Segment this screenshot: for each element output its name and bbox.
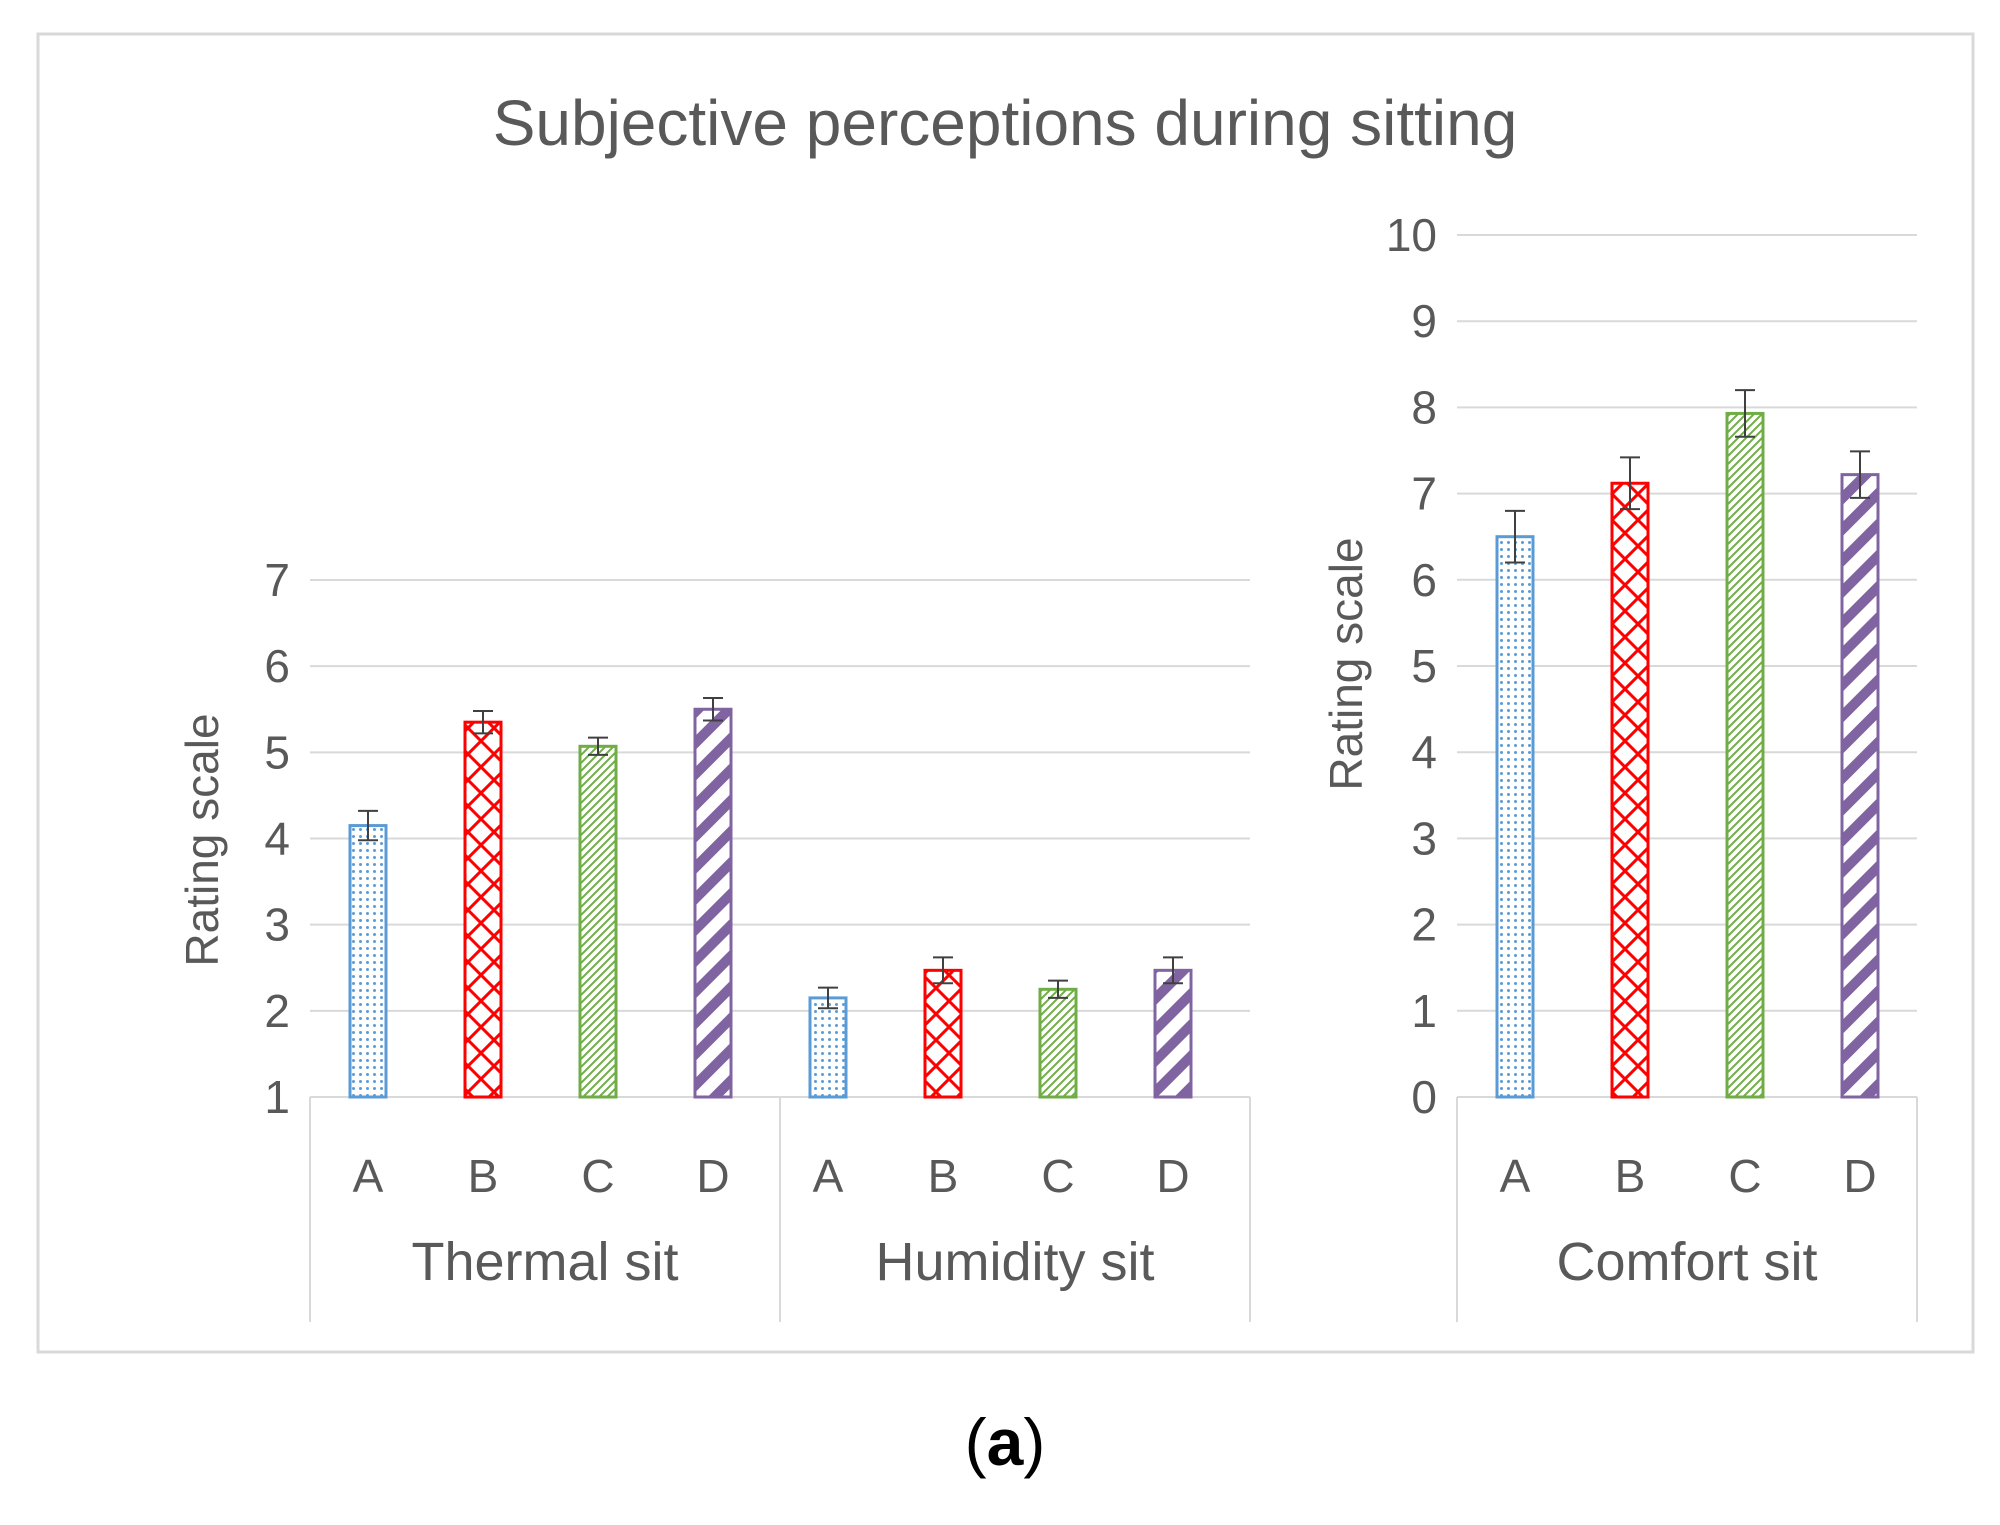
right-y-tick-label: 5 bbox=[1411, 640, 1437, 692]
left-category-label: C bbox=[1041, 1150, 1074, 1202]
right-y-tick-label: 9 bbox=[1411, 295, 1437, 347]
left-category-label: C bbox=[581, 1150, 614, 1202]
right-y-tick-label: 6 bbox=[1411, 554, 1437, 606]
left-group-label: Thermal sit bbox=[411, 1232, 678, 1292]
right-y-tick-label: 2 bbox=[1411, 899, 1437, 951]
left-category-label: D bbox=[696, 1150, 729, 1202]
right-bar-comfort-sit-a bbox=[1495, 535, 1535, 1099]
right-category-label: C bbox=[1728, 1150, 1761, 1202]
left-group-label: Humidity sit bbox=[875, 1232, 1154, 1292]
chart-title: Subjective perceptions during sitting bbox=[493, 87, 1518, 159]
left-y-tick-label: 3 bbox=[264, 899, 290, 951]
right-y-axis-title: Rating scale bbox=[1320, 537, 1372, 790]
left-bar-thermal-sit-b bbox=[463, 720, 503, 1099]
left-y-tick-label: 2 bbox=[264, 985, 290, 1037]
right-y-tick-label: 4 bbox=[1411, 726, 1437, 778]
caption-close-paren: ) bbox=[1023, 1405, 1045, 1479]
left-y-tick-label: 1 bbox=[264, 1071, 290, 1123]
left-category-label: B bbox=[468, 1150, 499, 1202]
chart-frame bbox=[36, 32, 1975, 1354]
left-bar-thermal-sit-a bbox=[348, 824, 388, 1099]
right-y-tick-label: 7 bbox=[1411, 468, 1437, 520]
caption-open-paren: ( bbox=[965, 1405, 987, 1479]
right-bar-comfort-sit-c bbox=[1725, 411, 1765, 1099]
left-y-tick-label: 4 bbox=[264, 813, 290, 865]
left-y-tick-label: 5 bbox=[264, 726, 290, 778]
left-y-axis-title: Rating scale bbox=[176, 713, 228, 966]
right-panel: 0 1 2 3 4 5 6 7 8 9 10 Rating scale A B C D Comfort sit bbox=[1320, 209, 1918, 1322]
right-y-tick-label: 1 bbox=[1411, 985, 1437, 1037]
left-bar-thermal-sit-d bbox=[693, 707, 733, 1099]
left-y-tick-label: 6 bbox=[264, 640, 290, 692]
left-bar-humidity-sit-b bbox=[923, 968, 963, 1099]
right-y-tick-label: 0 bbox=[1411, 1071, 1437, 1123]
right-y-tick-label: 8 bbox=[1411, 381, 1437, 433]
left-category-label: B bbox=[928, 1150, 959, 1202]
caption-letter: a bbox=[987, 1405, 1025, 1479]
right-category-label: B bbox=[1615, 1150, 1646, 1202]
figure-caption: (a) bbox=[965, 1405, 1046, 1479]
right-category-label: D bbox=[1843, 1150, 1876, 1202]
right-y-tick-label: 10 bbox=[1386, 209, 1437, 261]
left-bar-humidity-sit-c bbox=[1038, 987, 1078, 1099]
left-bar-thermal-sit-c bbox=[578, 744, 618, 1099]
left-category-label: D bbox=[1156, 1150, 1189, 1202]
left-category-label: A bbox=[353, 1150, 384, 1202]
left-bar-humidity-sit-d bbox=[1153, 968, 1193, 1099]
right-bar-comfort-sit-d bbox=[1840, 473, 1880, 1099]
right-y-tick-label: 3 bbox=[1411, 812, 1437, 864]
left-bar-humidity-sit-a bbox=[808, 996, 848, 1099]
right-bar-comfort-sit-b bbox=[1610, 481, 1650, 1099]
right-group-label: Comfort sit bbox=[1556, 1232, 1817, 1292]
right-category-label: A bbox=[1500, 1150, 1531, 1202]
left-category-label: A bbox=[813, 1150, 844, 1202]
left-y-tick-label: 7 bbox=[264, 554, 290, 606]
